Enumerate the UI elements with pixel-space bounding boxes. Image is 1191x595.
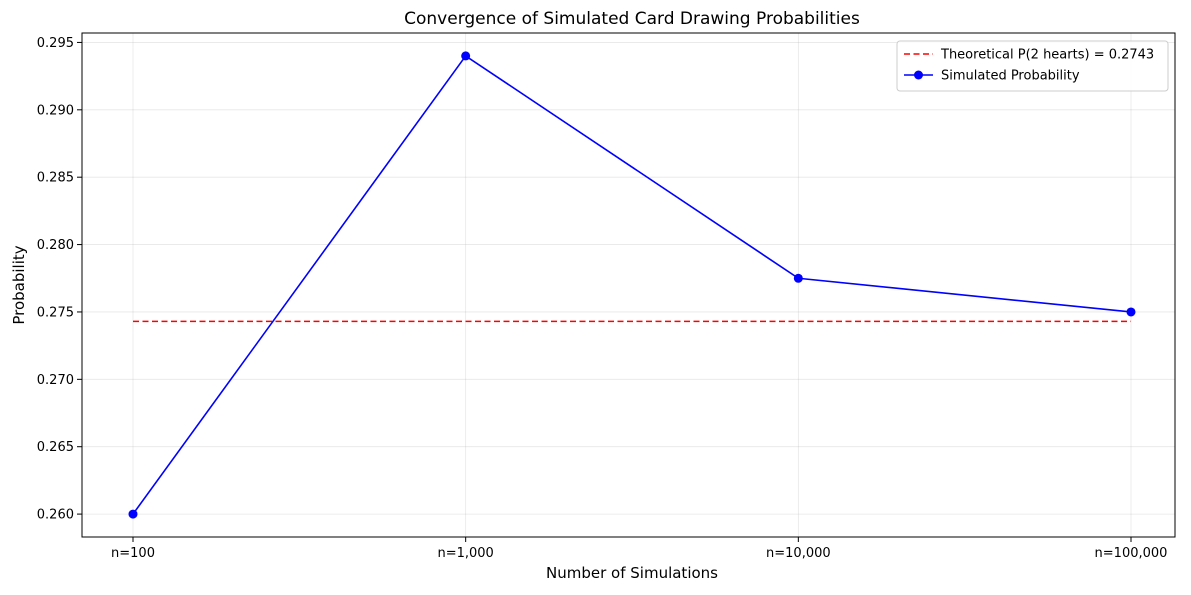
axes: 0.260 0.265 0.270 0.275 0.280 0.285 0.290 0.295… <box>37 36 1168 561</box>
legend-label-simulated: Simulated Probability <box>941 69 1080 84</box>
x-axis-label: Number of Simulations <box>546 564 718 582</box>
y-tick-label: 0.275 <box>37 305 74 320</box>
grid <box>82 33 1175 537</box>
x-tick-label: n=100 <box>111 546 155 561</box>
y-tick-label: 0.265 <box>37 440 74 455</box>
legend-marker-simulated <box>914 70 923 80</box>
x-tick-label: n=1,000 <box>437 546 493 561</box>
data-point <box>128 509 138 519</box>
y-tick-label: 0.285 <box>37 171 74 186</box>
data-point <box>461 51 471 61</box>
plot-area-frame <box>81 32 1176 538</box>
y-tick-label: 0.260 <box>37 508 74 523</box>
simulated-probability-line <box>132 54 1132 515</box>
chart-title: Convergence of Simulated Card Drawing Pr… <box>404 9 860 29</box>
x-tick-label: n=10,000 <box>766 546 831 561</box>
series-layer <box>128 51 1136 519</box>
legend: Theoretical P(2 hearts) = 0.2743 Simulate… <box>896 40 1169 92</box>
y-tick-label: 0.295 <box>37 36 74 51</box>
y-tick-label: 0.280 <box>37 238 74 253</box>
data-point <box>1126 307 1136 317</box>
y-tick-label: 0.270 <box>37 373 74 388</box>
y-axis-label: Probability <box>10 245 28 324</box>
x-tick-label: n=100,000 <box>1095 546 1168 561</box>
legend-label-theoretical: Theoretical P(2 hearts) = 0.2743 <box>940 48 1154 63</box>
y-tick-label: 0.290 <box>37 103 74 118</box>
legend-box <box>896 40 1169 92</box>
data-point <box>793 273 803 283</box>
